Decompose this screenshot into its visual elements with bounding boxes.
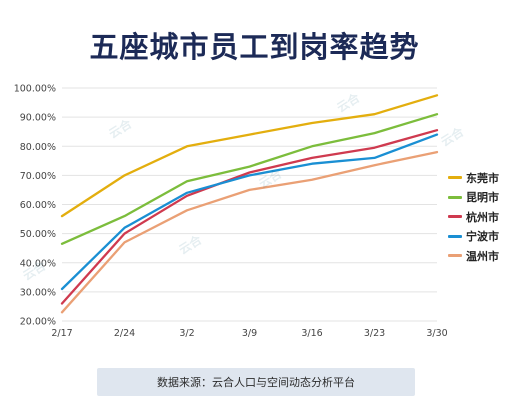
legend-label: 温州市 bbox=[466, 249, 499, 263]
x-tick-label: 3/23 bbox=[364, 328, 385, 339]
y-tick-label: 40.00% bbox=[20, 258, 56, 269]
series-line-东莞市 bbox=[60, 94, 439, 218]
x-tick-label: 2/17 bbox=[51, 328, 72, 339]
series-line-宁波市 bbox=[60, 133, 439, 291]
legend-swatch bbox=[448, 234, 462, 238]
y-tick-label: 50.00% bbox=[20, 229, 56, 240]
series-line-杭州市 bbox=[60, 129, 439, 305]
legend-swatch bbox=[448, 176, 462, 180]
legend-item: 东莞市 bbox=[448, 168, 499, 188]
legend-label: 杭州市 bbox=[466, 210, 499, 224]
y-tick-label: 20.00% bbox=[20, 317, 56, 328]
chart-title: 五座城市员工到岗率趋势 bbox=[89, 30, 420, 64]
y-tick-label: 30.00% bbox=[20, 287, 56, 298]
x-tick-label: 3/9 bbox=[242, 328, 257, 339]
legend-label: 宁波市 bbox=[466, 230, 499, 244]
legend: 东莞市昆明市杭州市宁波市温州市 bbox=[448, 168, 499, 266]
legend-label: 昆明市 bbox=[466, 191, 499, 205]
series-line-昆明市 bbox=[60, 113, 439, 245]
y-axis-ticks: 20.00% 30.00% 40.00% 50.00% 60.00% 70.00% 80.0… bbox=[14, 84, 56, 328]
series-line-温州市 bbox=[60, 150, 439, 314]
legend-item: 杭州市 bbox=[448, 207, 499, 227]
series-lines bbox=[60, 94, 439, 314]
y-tick-label: 60.00% bbox=[20, 200, 56, 211]
x-axis-ticks: 2/17 2/24 3/2 3/9 3/16 3/23 3/30 bbox=[51, 328, 447, 339]
legend-item: 昆明市 bbox=[448, 188, 499, 208]
x-tick-label: 3/16 bbox=[301, 328, 322, 339]
x-tick-label: 2/24 bbox=[114, 328, 135, 339]
x-tick-label: 3/2 bbox=[179, 328, 194, 339]
x-tick-label: 3/30 bbox=[426, 328, 447, 339]
source-note: 数据来源：云合人口与空间动态分析平台 bbox=[97, 368, 415, 396]
legend-swatch bbox=[448, 195, 462, 199]
legend-item: 温州市 bbox=[448, 246, 499, 266]
legend-swatch bbox=[448, 254, 462, 258]
y-tick-label: 100.00% bbox=[14, 84, 56, 95]
y-tick-label: 70.00% bbox=[20, 171, 56, 182]
y-tick-label: 90.00% bbox=[20, 113, 56, 124]
y-tick-label: 80.00% bbox=[20, 142, 56, 153]
legend-label: 东莞市 bbox=[466, 171, 499, 185]
legend-swatch bbox=[448, 215, 462, 219]
legend-item: 宁波市 bbox=[448, 227, 499, 247]
